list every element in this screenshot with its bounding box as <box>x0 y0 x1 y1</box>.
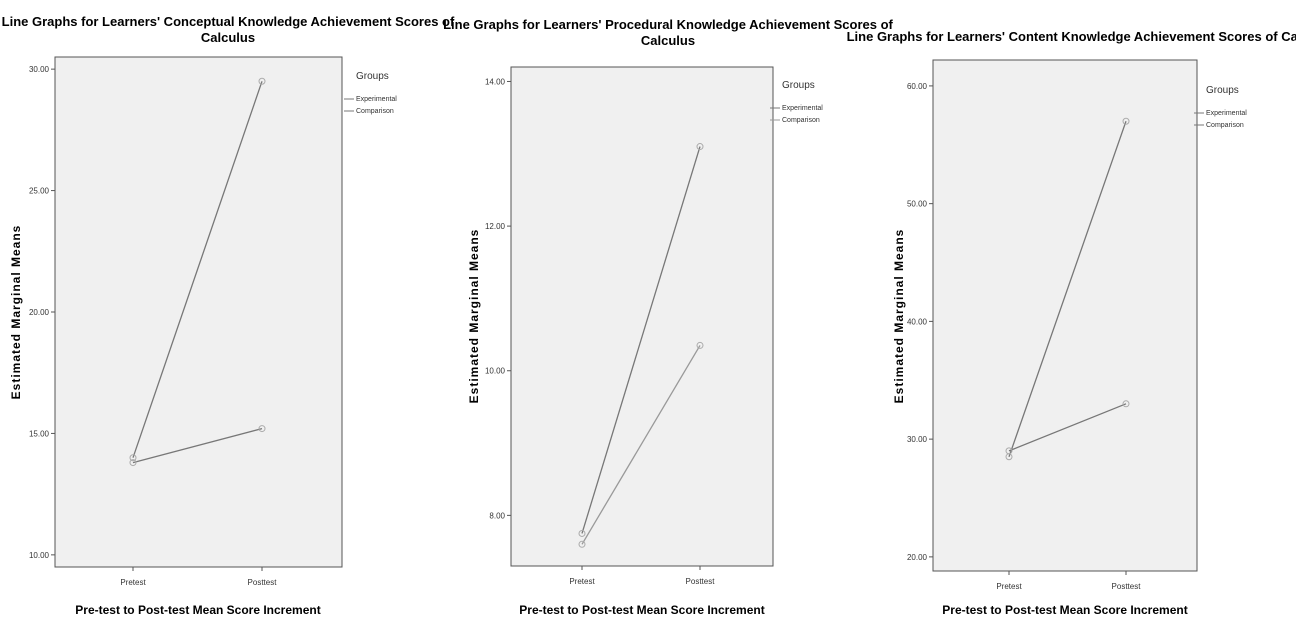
data-point-comparison <box>129 459 137 467</box>
data-point-experimental <box>129 454 137 462</box>
legend-title: Groups <box>356 71 389 82</box>
y-tick-label: 20.00 <box>907 553 928 562</box>
data-point-experimental <box>696 143 704 151</box>
data-point-comparison <box>1122 400 1130 408</box>
legend-item: Experimental <box>1206 110 1247 117</box>
chart-title: Line Graphs for Learners' Conceptual Kno… <box>2 14 455 29</box>
chart-3: Line Graphs for Learners' Content Knowle… <box>847 29 1296 617</box>
chart-title: Calculus <box>641 33 695 48</box>
chart-title: Calculus <box>201 30 255 45</box>
x-axis-label: Pre-test to Post-test Mean Score Increme… <box>75 603 320 617</box>
plot-area <box>510 66 774 567</box>
legend-item: Comparison <box>356 108 394 115</box>
series-line-comparison <box>132 427 263 464</box>
y-tick-label: 15.00 <box>29 429 50 438</box>
legend: Groups Experimental Comparison <box>1194 85 1247 129</box>
series-line-comparison <box>1008 403 1127 452</box>
legend: Groups Experimental Comparison <box>770 80 823 124</box>
x-tick-label: Pretest <box>996 582 1022 591</box>
data-point-experimental <box>578 529 586 537</box>
x-axis-label: Pre-test to Post-test Mean Score Increme… <box>942 603 1187 617</box>
data-point-experimental <box>258 77 266 85</box>
series-line-experimental <box>581 146 701 534</box>
series-line-comparison <box>581 345 701 545</box>
y-axis-label: Estimated Marginal Means <box>9 225 23 400</box>
chart-title: Line Graphs for Learners' Procedural Kno… <box>443 17 893 32</box>
chart-1: Line Graphs for Learners' Conceptual Kno… <box>2 14 455 617</box>
legend-item: Experimental <box>356 96 397 103</box>
x-tick-label: Pretest <box>569 577 595 586</box>
legend-item: Comparison <box>782 117 820 124</box>
y-tick-label: 12.00 <box>485 222 506 231</box>
data-point-comparison <box>696 341 704 349</box>
y-tick-label: 25.00 <box>29 187 50 196</box>
data-point-experimental <box>1122 117 1130 125</box>
x-tick-label: Posttest <box>248 578 278 587</box>
y-axis-label: Estimated Marginal Means <box>467 229 481 404</box>
y-tick-label: 14.00 <box>485 77 506 86</box>
y-tick-label: 10.00 <box>29 551 50 560</box>
y-tick-label: 30.00 <box>29 65 50 74</box>
chart-2: Line Graphs for Learners' Procedural Kno… <box>443 17 893 617</box>
data-point-comparison <box>1005 447 1013 455</box>
y-tick-label: 8.00 <box>489 511 505 520</box>
y-tick-label: 30.00 <box>907 435 928 444</box>
x-tick-label: Pretest <box>120 578 146 587</box>
series-line-experimental <box>132 81 263 458</box>
y-tick-label: 50.00 <box>907 200 928 209</box>
chart-title: Line Graphs for Learners' Content Knowle… <box>847 29 1296 44</box>
x-tick-label: Posttest <box>1112 582 1142 591</box>
y-axis-label: Estimated Marginal Means <box>892 229 906 404</box>
y-tick-label: 40.00 <box>907 317 928 326</box>
legend-item: Experimental <box>782 105 823 112</box>
x-axis-label: Pre-test to Post-test Mean Score Increme… <box>519 603 764 617</box>
legend-title: Groups <box>782 80 815 91</box>
data-point-comparison <box>258 425 266 433</box>
y-tick-label: 20.00 <box>29 308 50 317</box>
legend-item: Comparison <box>1206 122 1244 129</box>
series-line-experimental <box>1008 121 1127 458</box>
legend: Groups Experimental Comparison <box>344 71 397 115</box>
plot-area <box>54 56 343 568</box>
y-tick-label: 60.00 <box>907 82 928 91</box>
legend-title: Groups <box>1206 85 1239 96</box>
plot-area <box>932 59 1198 572</box>
y-tick-label: 10.00 <box>485 367 506 376</box>
data-point-comparison <box>578 540 586 548</box>
x-tick-label: Posttest <box>686 577 716 586</box>
